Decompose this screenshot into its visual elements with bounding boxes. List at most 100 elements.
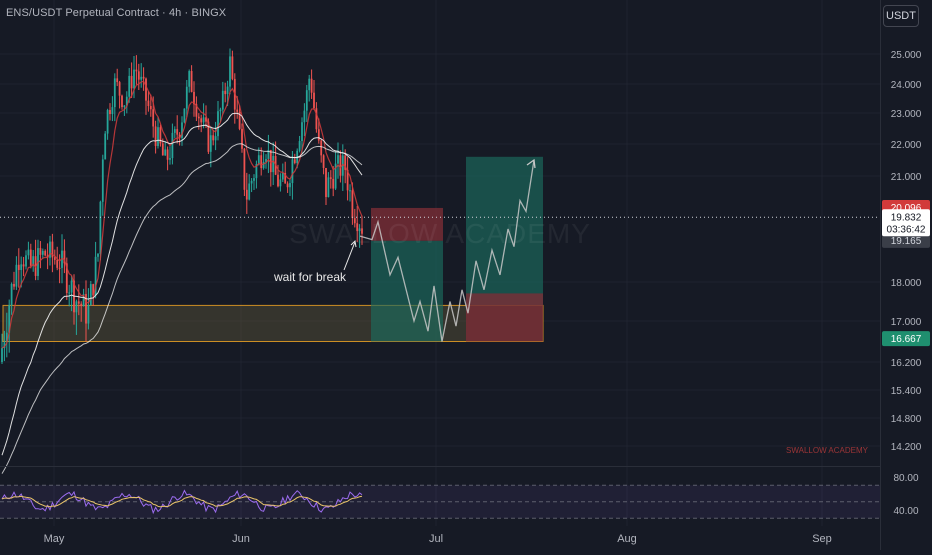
- price-label-current-text: 19.832: [891, 212, 922, 223]
- candle-body: [209, 135, 212, 152]
- candle-body: [157, 127, 159, 147]
- price-label-red-text: 20.096: [891, 203, 922, 214]
- candle-body: [327, 177, 330, 198]
- candle-body: [101, 159, 104, 202]
- candle-body: [253, 178, 255, 181]
- candle-body: [303, 110, 306, 123]
- candle-body: [279, 179, 282, 187]
- candle-body: [281, 173, 284, 180]
- candle-body: [20, 264, 23, 271]
- y-tick-label: 23.000: [891, 109, 922, 120]
- candle-body: [15, 264, 18, 287]
- candle-body: [200, 118, 203, 123]
- candle-body: [351, 190, 354, 219]
- candle-body: [341, 155, 344, 176]
- candle-body: [161, 143, 164, 156]
- x-tick-label: Aug: [617, 533, 637, 545]
- candle-body: [293, 159, 296, 163]
- candle-body: [349, 190, 351, 192]
- candle-body: [65, 263, 68, 293]
- candle-body: [123, 105, 126, 108]
- candle-body: [243, 148, 246, 190]
- candle-body: [219, 109, 222, 112]
- candle-body: [250, 180, 253, 184]
- candle-body: [3, 342, 6, 349]
- candle-body: [137, 71, 140, 80]
- rsi-pane: 80.00 40.00: [0, 473, 919, 519]
- candle-body: [193, 91, 195, 105]
- candle-body: [267, 149, 270, 160]
- candle-body: [238, 111, 241, 129]
- candle-body: [346, 169, 349, 191]
- candle-body: [152, 109, 155, 127]
- candle-body: [195, 104, 198, 117]
- candle-body: [133, 69, 135, 89]
- candle-body: [320, 140, 323, 156]
- long-stop-box: [466, 293, 543, 342]
- candle-body: [5, 332, 8, 343]
- candle-body: [113, 78, 116, 108]
- y-tick-label: 15.400: [891, 386, 922, 397]
- candle-body: [75, 301, 78, 313]
- candle-body: [332, 178, 335, 189]
- candle-body: [92, 284, 95, 296]
- candle-body: [181, 122, 183, 138]
- candle-body: [25, 255, 27, 267]
- price-label-gray-text: 19.165: [891, 236, 922, 247]
- candle-body: [260, 155, 263, 169]
- candle-body: [68, 292, 71, 294]
- y-tick-label: 17.000: [891, 317, 922, 328]
- candle-body: [317, 129, 320, 141]
- candle-body: [159, 127, 162, 144]
- candle-body: [149, 105, 152, 110]
- candle-body: [284, 173, 287, 184]
- x-tick-label: May: [44, 533, 65, 545]
- candle-body: [236, 109, 239, 112]
- candle-body: [289, 183, 291, 188]
- short-stop-box: [371, 207, 443, 241]
- candle-body: [118, 82, 121, 96]
- currency-button[interactable]: USDT: [883, 5, 919, 27]
- candle-body: [171, 132, 174, 159]
- candle-body: [226, 86, 229, 95]
- candle-body: [322, 155, 325, 168]
- rsi-tick-label: 40.00: [893, 506, 918, 517]
- annotation-text: wait for break: [273, 270, 347, 284]
- candle-body: [22, 264, 25, 267]
- brand-corner: SWALLOW ACADEMY: [786, 446, 869, 455]
- projection-line: [359, 159, 535, 342]
- candle-body: [248, 183, 251, 200]
- annotation-arrow-shaft: [343, 241, 356, 271]
- candle-body: [207, 121, 210, 152]
- candle-body: [49, 241, 51, 258]
- candle-body: [111, 107, 114, 115]
- price-label-current-bg: [882, 209, 930, 237]
- candle-body: [241, 128, 243, 149]
- candle-body: [121, 95, 123, 108]
- price-label-current-text: 03:36:42: [887, 224, 926, 235]
- candle-body: [135, 69, 138, 72]
- time-axis[interactable]: May Jun Jul Aug Sep: [44, 533, 832, 545]
- candle-body: [301, 122, 303, 142]
- candle-body: [245, 189, 248, 200]
- candle-body: [142, 76, 145, 79]
- price-label-green-bg: [882, 331, 930, 347]
- candle-body: [344, 155, 347, 170]
- candle-body: [99, 201, 102, 254]
- candle-body: [277, 174, 279, 187]
- annotation-arrow-head: [350, 239, 357, 248]
- candle-body: [308, 78, 311, 91]
- price-axis[interactable]: 25.000 24.000 23.000 22.000 21.000 18.000 17.0…: [891, 50, 922, 453]
- candle-body: [356, 223, 359, 232]
- candle-body: [128, 75, 131, 97]
- candle-body: [173, 129, 176, 133]
- candle-body: [325, 167, 327, 198]
- candle-body: [145, 78, 147, 101]
- y-tick-label: 25.000: [891, 50, 922, 61]
- candle-body: [85, 294, 87, 324]
- candle-body: [305, 90, 308, 111]
- candle-body: [82, 294, 85, 307]
- candle-body: [109, 110, 111, 115]
- candle-body: [63, 250, 66, 264]
